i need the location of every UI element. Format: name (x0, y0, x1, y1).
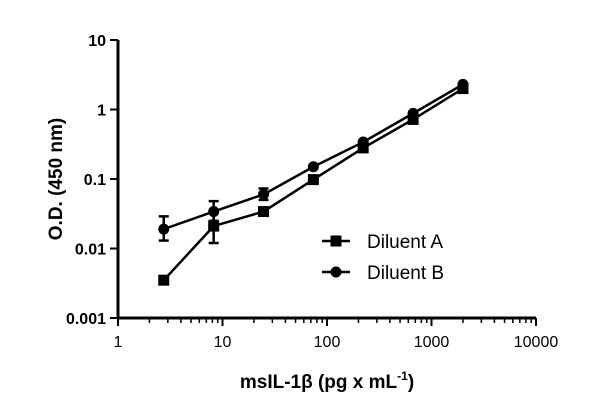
data-point-circle (158, 223, 170, 235)
x-axis-label: msIL-1β (pg x mL-1) (240, 369, 414, 393)
legend-square-marker (330, 235, 342, 247)
series-line-1 (163, 83, 464, 231)
data-point-square (208, 220, 220, 232)
y-tick-label: 10 (88, 33, 106, 50)
x-tick-label: 1 (114, 334, 123, 351)
y-tick-label: 0.01 (75, 242, 106, 259)
data-point-square (357, 142, 369, 154)
x-tick-label: 10 (214, 334, 232, 351)
data-point-square (407, 113, 419, 125)
x-tick-label: 10000 (514, 334, 559, 351)
legend-label: Diluent B (367, 263, 444, 284)
y-axis-label: O.D. (450 nm) (46, 118, 67, 240)
legend-circle-marker (330, 266, 342, 278)
data-point-circle (407, 107, 419, 119)
data-point-circle (307, 161, 319, 173)
data-point-square (258, 206, 270, 218)
legend-label: Diluent A (367, 232, 443, 253)
data-point-square (307, 174, 319, 186)
y-tick-label: 1 (97, 103, 106, 120)
data-point-circle (208, 206, 220, 218)
y-tick-label: 0.001 (66, 311, 106, 328)
data-point-square (158, 274, 170, 286)
data-point-circle (357, 136, 369, 148)
x-tick-label: 100 (314, 334, 341, 351)
data-point-circle (457, 78, 469, 90)
x-tick-label: 1000 (414, 334, 450, 351)
y-tick-label: 0.1 (84, 172, 106, 189)
data-point-circle (258, 188, 270, 200)
